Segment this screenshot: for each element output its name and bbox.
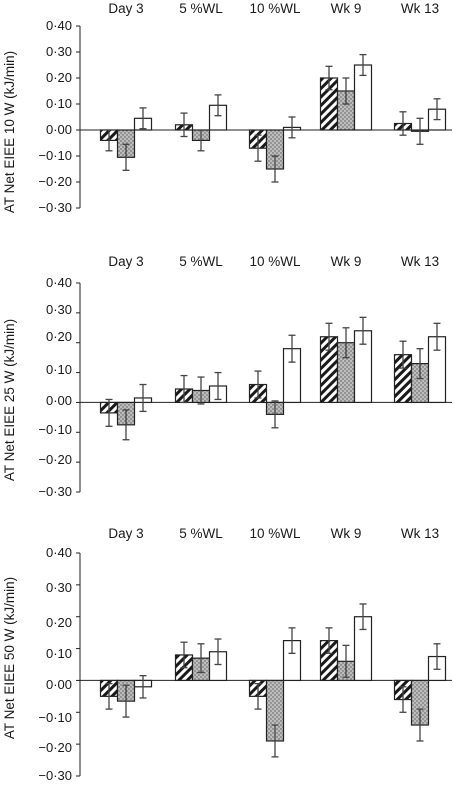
panel-3-ytick-6: −0·20 xyxy=(38,740,72,755)
panel-2-ytick-4: 0·00 xyxy=(46,393,72,408)
panel-2-cat-3: Wk 9 xyxy=(331,254,362,269)
panel-3-cat-4: Wk 13 xyxy=(401,526,439,541)
panel-3-cat-0: Day 3 xyxy=(108,526,143,541)
panel-2-ytick-7: −0·30 xyxy=(38,484,72,499)
panel-1-cat-3: Wk 9 xyxy=(331,1,362,16)
panel-1-ytick-1: 0·30 xyxy=(46,44,72,59)
panel-2-categories: Day 3 5 %WL 10 %WL Wk 9 Wk 13 xyxy=(108,254,439,269)
panel-1-cat-0: Day 3 xyxy=(108,1,143,16)
panel-1-ylabel: AT Net EIEE 10 W (kJ/min) xyxy=(2,51,17,213)
panel-1-ytick-4: 0·00 xyxy=(46,122,72,137)
panel-3-cat-2: 10 %WL xyxy=(249,526,301,541)
panel-3: AT Net EIEE 50 W (kJ/min) 0·40 0·30 0·20… xyxy=(2,526,452,783)
panel-3-ytick-3: 0·10 xyxy=(46,646,72,661)
panel-2-bars xyxy=(76,282,452,493)
panel-2-cat-2: 10 %WL xyxy=(249,254,301,269)
panel-1-cat-2: 10 %WL xyxy=(249,1,301,16)
panel-3-categories: Day 3 5 %WL 10 %WL Wk 9 Wk 13 xyxy=(108,526,439,541)
panel-1-cat-1: 5 %WL xyxy=(179,1,223,16)
panel-1-ytick-0: 0·40 xyxy=(46,18,72,33)
panel-2-cat-0: Day 3 xyxy=(108,254,143,269)
panel-3-ytick-1: 0·30 xyxy=(46,580,72,595)
panel-1-ytick-2: 0·20 xyxy=(46,70,72,85)
panel-2-ytick-3: 0·10 xyxy=(46,362,72,377)
panel-2-ytick-5: −0·10 xyxy=(38,422,72,437)
panel-1-ytick-6: −0·20 xyxy=(38,174,72,189)
panel-1-yticks: 0·40 0·30 0·20 0·10 0·00 −0·10 −0·20 −0·… xyxy=(38,18,72,215)
panel-1-ytick-7: −0·30 xyxy=(38,200,72,215)
panel-3-ytick-0: 0·40 xyxy=(46,545,72,560)
panel-3-ytick-5: −0·10 xyxy=(38,710,72,725)
panel-3-bars xyxy=(76,552,452,777)
panel-1: AT Net EIEE 10 W (kJ/min) 0·40 0·30 0·20… xyxy=(2,1,452,215)
panel-3-ytick-4: 0·00 xyxy=(46,677,72,692)
panel-3-ytick-2: 0·20 xyxy=(46,615,72,630)
panel-1-cat-4: Wk 13 xyxy=(401,1,439,16)
panel-3-cat-3: Wk 9 xyxy=(331,526,362,541)
panel-3-yticks: 0·40 0·30 0·20 0·10 0·00 −0·10 −0·20 −0·… xyxy=(38,545,72,783)
panel-3-ylabel: AT Net EIEE 50 W (kJ/min) xyxy=(2,577,17,739)
panel-1-bars xyxy=(76,25,452,209)
panel-3-ytick-7: −0·30 xyxy=(38,768,72,783)
panel-1-ytick-3: 0·10 xyxy=(46,96,72,111)
panel-1-ytick-5: −0·10 xyxy=(38,148,72,163)
panel-2-ytick-1: 0·30 xyxy=(46,302,72,317)
panel-2-ytick-0: 0·40 xyxy=(46,275,72,290)
panel-2-yticks: 0·40 0·30 0·20 0·10 0·00 −0·10 −0·20 −0·… xyxy=(38,275,72,499)
panel-2-cat-4: Wk 13 xyxy=(401,254,439,269)
panel-2-ytick-6: −0·20 xyxy=(38,452,72,467)
panel-2-cat-1: 5 %WL xyxy=(179,254,223,269)
panel-1-categories: Day 3 5 %WL 10 %WL Wk 9 Wk 13 xyxy=(108,1,439,16)
panel-2-ylabel: AT Net EIEE 25 W (kJ/min) xyxy=(2,319,17,481)
panel-2: AT Net EIEE 25 W (kJ/min) 0·40 0·30 0·20… xyxy=(2,254,452,499)
panel-3-cat-1: 5 %WL xyxy=(179,526,223,541)
panel-2-ytick-2: 0·20 xyxy=(46,329,72,344)
